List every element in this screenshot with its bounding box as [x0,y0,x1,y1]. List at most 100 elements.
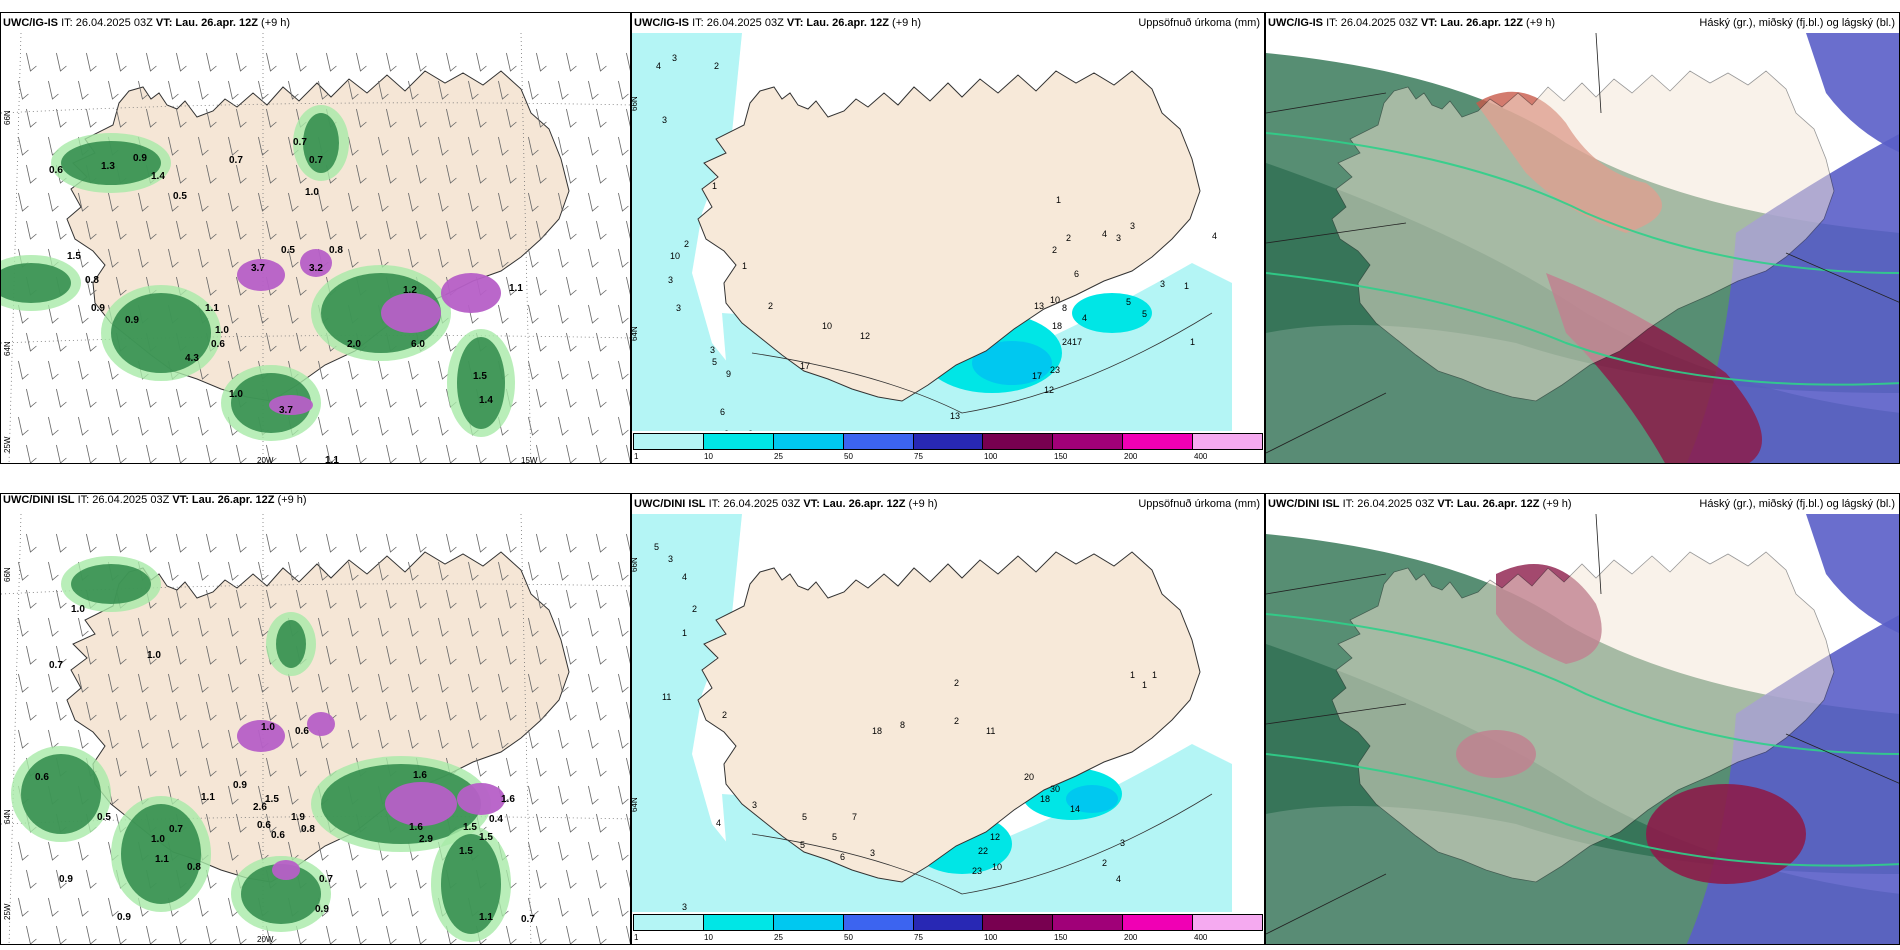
wind-barb [56,220,67,240]
precip-value-label: 5 [654,542,660,552]
wind-value-label: 1.0 [215,325,229,336]
wind-barb [228,841,239,861]
precip-area [972,341,1052,385]
wind-barb [258,561,269,581]
wind-barb [408,561,419,581]
wind-barb [26,589,37,609]
wind-value-label: 1.5 [473,371,487,382]
wind-barb [348,248,359,268]
wind-barb [236,220,247,240]
wind-barb [566,813,577,833]
precip-value-label: 18 [1052,321,1063,331]
colorbar-tick-label: 50 [844,452,853,461]
wind-barb [536,164,547,184]
wind-barb [288,785,299,805]
wind-barb [176,925,187,944]
precip-value-label: 1 [712,181,718,191]
wind-map-svg [1,494,630,944]
wind-barb [48,360,59,380]
wind-barb [446,645,457,665]
colorbar-swatch [843,434,914,449]
wind-barb [198,192,209,212]
precip-area [1066,785,1118,813]
wind-value-label: 0.9 [91,303,105,314]
wind-value-label: 1.1 [325,455,339,464]
wind-barb [438,561,449,581]
wind-barb [326,925,337,944]
wind-barb [26,52,37,72]
gust-area-dark [241,864,321,924]
colorbar-swatch [773,434,844,449]
wind-barb [506,533,517,553]
precip-value-label: 4 [716,818,722,828]
precip-value-label: 18 [1040,794,1051,804]
precip-value-label: 10 [992,862,1003,872]
wind-barb [78,617,89,637]
wind-barb [236,645,247,665]
wind-barb [626,645,630,664]
wind-barb [288,80,299,100]
wind-value-label: 1.4 [151,171,165,182]
wind-barb [468,561,479,581]
wind-value-label: 0.9 [133,153,147,164]
wind-barb [468,673,479,693]
wind-barb [326,869,337,889]
wind-barb [446,332,457,352]
wind-barb [618,673,629,693]
wind-barb [266,589,277,609]
wind-barb [566,220,577,240]
wind-barb [528,897,539,917]
precip-panel-bottom: UWC/DINI ISL IT: 26.04.2025 03Z VT: Lau.… [631,493,1265,945]
gust-area-dark [303,113,339,173]
wind-value-label: 0.9 [59,874,73,885]
wind-barb [588,416,599,436]
cloud-panel-bottom: UWC/DINI ISL IT: 26.04.2025 03Z VT: Lau.… [1265,493,1900,945]
wind-barb [536,589,547,609]
precip-value-label: 2 [722,710,728,720]
wind-barb [258,617,269,637]
cloud-map-svg [1266,494,1899,944]
precip-value-label: 3 [682,902,688,912]
wind-barb [206,645,217,665]
wind-value-label: 0.8 [85,275,99,286]
wind-barb [416,164,427,184]
wind-value-label: 2.9 [419,834,433,845]
wind-barb [146,108,157,128]
wind-barb [266,52,277,72]
lat-label-66n: 66N [631,557,639,572]
wind-barb [626,164,630,183]
precip-value-label: 2 [768,301,774,311]
wind-barb [558,416,569,436]
wind-barb [318,360,329,380]
colorbar-swatch [1193,434,1263,449]
wind-barb [468,192,479,212]
wind-barb [566,701,577,721]
wind-barb [408,360,419,380]
wind-value-label: 0.4 [489,814,503,825]
gust-area-dark [1,263,71,303]
wind-barb [566,589,577,609]
lon-label-20w: 20W [257,935,274,944]
panel-header: UWC/IG-IS IT: 26.04.2025 03Z VT: Lau. 26… [1266,13,1899,33]
wind-barb [228,617,239,637]
wind-barb [446,533,457,553]
wind-barb [506,52,517,72]
cloud-contour [1266,753,1899,867]
strong-wind-area [237,259,285,291]
precip-value-label: 7 [852,812,858,822]
precip-value-label: 4 [1102,229,1108,239]
wind-barb [288,192,299,212]
wind-barb [168,248,179,268]
wind-barb [506,108,517,128]
wind-barb [378,80,389,100]
wind-barb [258,136,269,156]
wind-value-label: 0.7 [319,874,333,885]
wind-barb [138,617,149,637]
wind-barb [48,416,59,436]
wind-barb [266,332,277,352]
wind-barb [168,729,179,749]
wind-barb [236,52,247,72]
wind-barb [438,192,449,212]
wind-barb [78,416,89,436]
wind-barb [168,136,179,156]
